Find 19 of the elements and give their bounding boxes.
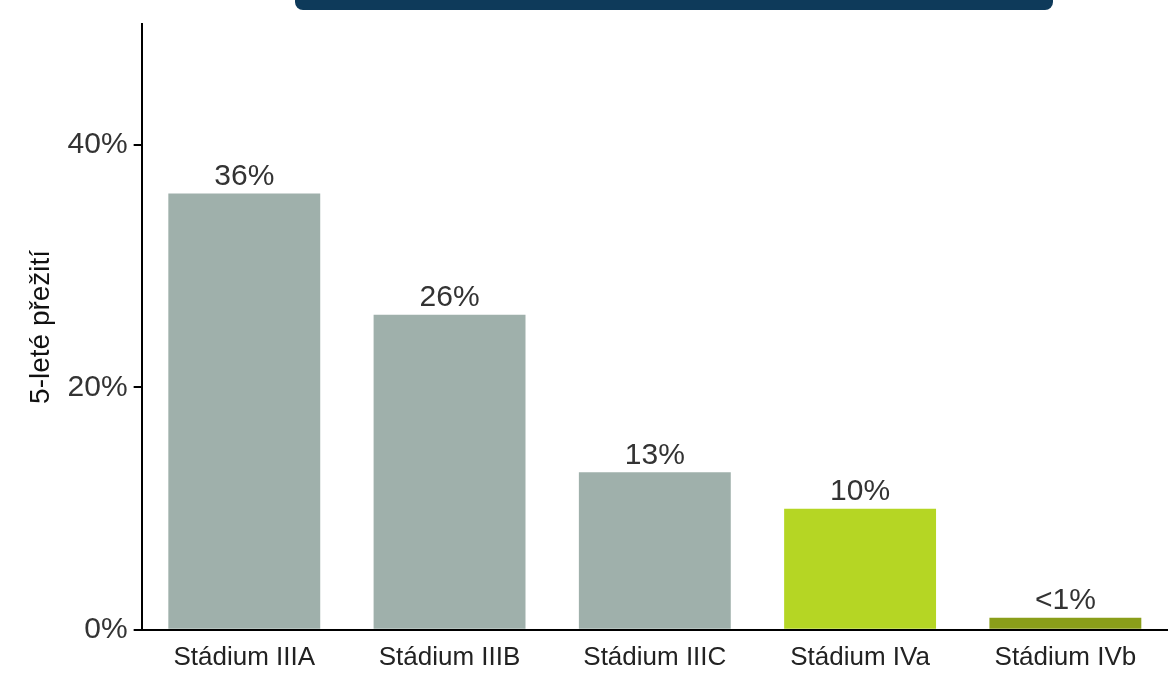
x-tick-label: Stádium IVa bbox=[790, 640, 931, 671]
data-label: 26% bbox=[419, 279, 480, 313]
bar bbox=[989, 617, 1142, 629]
x-tick-label: Stádium IIIA bbox=[173, 640, 316, 671]
bar bbox=[373, 314, 526, 629]
data-label: 36% bbox=[214, 157, 275, 191]
y-tick-label: 40% bbox=[67, 126, 128, 160]
y-tick-label: 0% bbox=[84, 611, 128, 645]
x-tick-label: Stádium IIIB bbox=[378, 640, 521, 671]
x-tick-label: Stádium IIIC bbox=[583, 640, 727, 671]
y-axis-title: 5-leté přežití bbox=[23, 249, 55, 404]
x-tick-label: Stádium IVb bbox=[994, 640, 1137, 671]
bar bbox=[784, 508, 937, 629]
data-label: 10% bbox=[830, 472, 891, 506]
y-tick-label: 20% bbox=[67, 368, 128, 402]
bar bbox=[578, 472, 731, 629]
data-label: 13% bbox=[624, 436, 685, 470]
data-label: <1% bbox=[1034, 581, 1096, 615]
bar bbox=[168, 193, 321, 629]
